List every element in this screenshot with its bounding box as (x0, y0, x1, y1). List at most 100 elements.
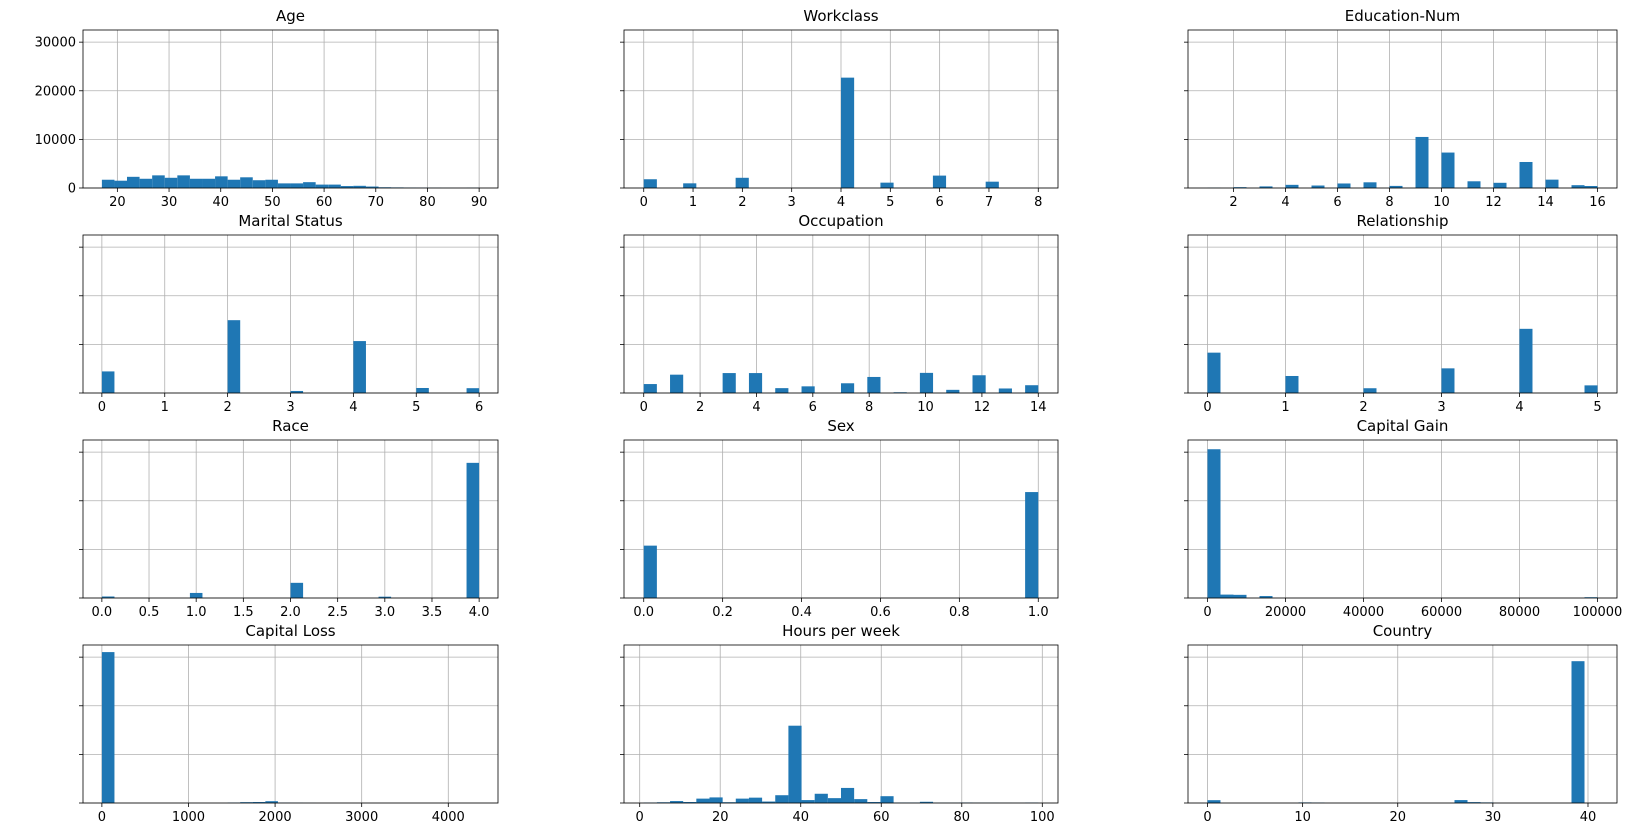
x-tick-label: 6 (809, 400, 817, 415)
x-tick-label: 4 (1515, 400, 1523, 415)
histogram-bar (1571, 185, 1585, 188)
x-tick-label: 10 (917, 400, 934, 415)
x-tick-label: 4 (1281, 195, 1289, 210)
subplot-title: Age (276, 7, 305, 25)
x-tick-label: 2 (223, 400, 231, 415)
x-tick-label: 2 (738, 195, 746, 210)
x-tick-label: 1 (1281, 400, 1289, 415)
x-tick-label: 3000 (345, 810, 378, 825)
histogram-bar (277, 183, 291, 188)
axes-frame (1187, 234, 1618, 394)
histogram-bar (643, 179, 657, 188)
histogram-bar (1545, 179, 1559, 188)
histogram-bar (880, 796, 894, 803)
histogram-bar (1259, 596, 1273, 598)
subplot-title: Sex (827, 417, 854, 435)
histogram-bar (466, 388, 480, 393)
subplot-5: 0 1 2 3 4 5 Relationship (1184, 212, 1618, 415)
histogram-bar (775, 795, 789, 803)
x-tick-label: 40 (792, 810, 809, 825)
histogram-bar (1207, 352, 1221, 393)
histogram-bar (1207, 449, 1221, 598)
histogram-bar (328, 184, 341, 188)
x-tick-label: 0.0 (633, 605, 654, 620)
x-tick-label: 0.5 (139, 605, 160, 620)
x-tick-label: 100 (1030, 810, 1055, 825)
histogram-bar (240, 177, 253, 188)
histogram-bar (466, 462, 480, 598)
histogram-bar (227, 320, 241, 393)
x-tick-label: 40000 (1343, 605, 1384, 620)
histogram-bar (189, 592, 203, 598)
histogram-bar (854, 799, 868, 803)
histogram-bar (1363, 388, 1377, 393)
histogram-bar (353, 185, 366, 188)
histogram-bar (101, 596, 115, 598)
histogram-bar (265, 801, 278, 803)
histogram-bar (880, 182, 894, 188)
x-tick-label: 0 (98, 400, 106, 415)
x-tick-label: 2 (1229, 195, 1237, 210)
histogram-bar (683, 183, 697, 188)
x-tick-label: 3 (1437, 400, 1445, 415)
histogram-bar (1441, 152, 1455, 188)
x-tick-label: 40 (212, 195, 229, 210)
histogram-bar (1220, 594, 1234, 598)
x-tick-label: 12 (974, 400, 991, 415)
x-tick-label: 4 (837, 195, 845, 210)
histogram-bar (1467, 802, 1481, 803)
x-tick-label: 1.0 (1028, 605, 1049, 620)
histogram-bar (1415, 136, 1429, 188)
y-tick-label: 10000 (35, 133, 76, 148)
subplot-2: 2 4 6 8 10 12 14 16 Education-Num (1184, 7, 1618, 210)
histogram-bar (762, 801, 776, 803)
histogram-bar (139, 178, 153, 188)
x-tick-label: 0 (1203, 605, 1211, 620)
x-tick-label: 20 (1389, 810, 1406, 825)
x-tick-label: 30 (161, 195, 178, 210)
histogram-bar (840, 787, 855, 803)
histogram-bar (840, 77, 855, 188)
histogram-bar (709, 797, 723, 803)
histogram-bar (1285, 184, 1299, 188)
histogram-bar (814, 793, 828, 803)
x-tick-label: 100000 (1573, 605, 1623, 620)
x-tick-label: 0 (98, 810, 106, 825)
histogram-bar (202, 178, 216, 188)
subplot-9: 0 1000 2000 3000 4000 Capital Loss (79, 622, 499, 825)
x-tick-label: 0 (640, 195, 648, 210)
histogram-bar (985, 181, 999, 188)
histogram-bar (1233, 187, 1247, 188)
subplot-6: 0.0 0.5 1.0 1.5 2.0 2.5 3.0 3.5 4.0 Race (79, 417, 499, 620)
x-tick-label: 7 (985, 195, 993, 210)
subplot-title: Capital Gain (1357, 417, 1449, 435)
x-tick-label: 20 (109, 195, 126, 210)
subplot-title: Occupation (798, 212, 883, 230)
x-tick-label: 6 (1333, 195, 1341, 210)
histogram-bar (801, 386, 815, 393)
subplot-4: 0 2 4 6 8 10 12 14 Occupation (620, 212, 1059, 415)
histogram-bar (252, 802, 266, 803)
histogram-bar (1493, 182, 1507, 188)
histogram-bar (972, 375, 986, 393)
histogram-bar (265, 179, 278, 188)
histogram-bar (683, 802, 697, 803)
x-tick-label: 6 (935, 195, 943, 210)
axes-frame (82, 644, 499, 804)
subplot-title: Hours per week (782, 622, 900, 640)
x-tick-label: 2 (696, 400, 704, 415)
histogram-bar (919, 801, 934, 803)
x-tick-label: 90 (471, 195, 488, 210)
subplot-11: 0 10 20 30 40 Country (1184, 622, 1618, 825)
histogram-bar (378, 596, 392, 598)
histogram-bar (189, 178, 203, 188)
histogram-bar (101, 179, 115, 188)
x-tick-label: 10 (1294, 810, 1311, 825)
histogram-bar (101, 652, 115, 803)
x-tick-label: 0.0 (92, 605, 113, 620)
histogram-bar (1584, 385, 1598, 393)
x-tick-label: 1.5 (233, 605, 254, 620)
x-tick-label: 1000 (172, 810, 205, 825)
x-tick-label: 4 (349, 400, 357, 415)
